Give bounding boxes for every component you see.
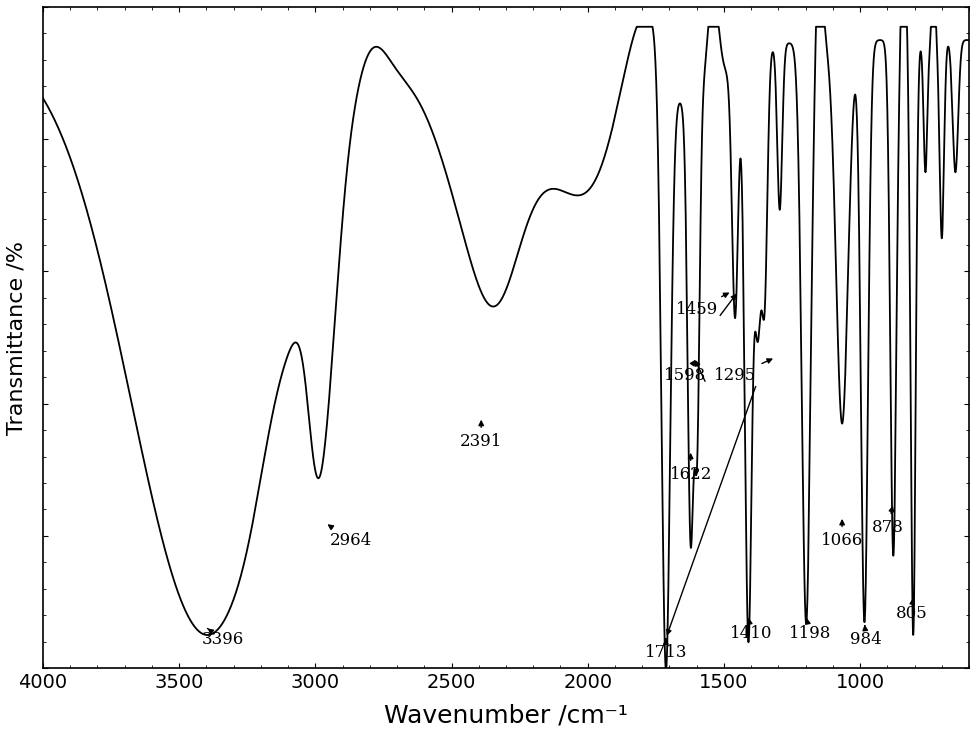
Text: 1295: 1295 xyxy=(714,359,772,384)
Text: 878: 878 xyxy=(872,507,904,536)
Text: 1410: 1410 xyxy=(730,619,772,642)
Text: 1459: 1459 xyxy=(676,293,728,318)
Text: 1713: 1713 xyxy=(644,639,687,661)
Text: 1598: 1598 xyxy=(664,361,707,384)
X-axis label: Wavenumber /cm⁻¹: Wavenumber /cm⁻¹ xyxy=(384,703,628,727)
Text: 2964: 2964 xyxy=(329,525,372,549)
Text: 984: 984 xyxy=(850,625,882,648)
Text: 3396: 3396 xyxy=(202,628,244,648)
Text: 1198: 1198 xyxy=(789,619,831,642)
Text: 1622: 1622 xyxy=(670,454,712,483)
Text: 2391: 2391 xyxy=(460,421,503,450)
Y-axis label: Transmittance /%: Transmittance /% xyxy=(7,241,27,435)
Text: 1066: 1066 xyxy=(821,520,863,549)
Text: 805: 805 xyxy=(895,599,927,622)
